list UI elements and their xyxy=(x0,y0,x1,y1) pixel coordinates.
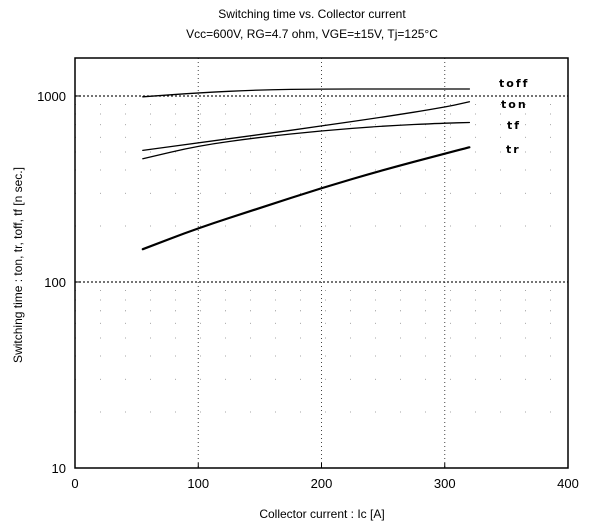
series-label-tr: tr xyxy=(506,143,521,156)
x-tick-label: 300 xyxy=(434,476,456,491)
series-line-toff xyxy=(142,88,471,98)
y-tick-label: 1000 xyxy=(37,89,66,104)
x-axis-label: Collector current : Ic [A] xyxy=(259,507,384,521)
y-axis-label: Switching time : ton, tr, toff, tf [n se… xyxy=(11,167,25,363)
series-line-ton xyxy=(142,101,471,152)
series-line-tr xyxy=(141,146,471,251)
series-lines xyxy=(141,88,471,251)
series-label-toff: toff xyxy=(499,77,529,90)
x-tick-label: 100 xyxy=(187,476,209,491)
x-tick-label: 0 xyxy=(71,476,78,491)
series-line-tf xyxy=(142,121,471,160)
series-label-ton: ton xyxy=(501,98,528,111)
chart-subtitle: Vcc=600V, RG=4.7 ohm, VGE=±15V, Tj=125°C xyxy=(186,27,438,41)
y-tick-label: 100 xyxy=(44,275,66,290)
x-tick-label: 400 xyxy=(557,476,579,491)
y-tick-label: 10 xyxy=(52,461,66,476)
grid xyxy=(75,58,568,468)
axis-ticks: 0 100 200 300 400 10 100 1000 xyxy=(37,89,579,491)
x-tick-label: 200 xyxy=(311,476,333,491)
series-label-tf: tf xyxy=(507,119,521,132)
chart-title: Switching time vs. Collector current xyxy=(218,7,406,21)
